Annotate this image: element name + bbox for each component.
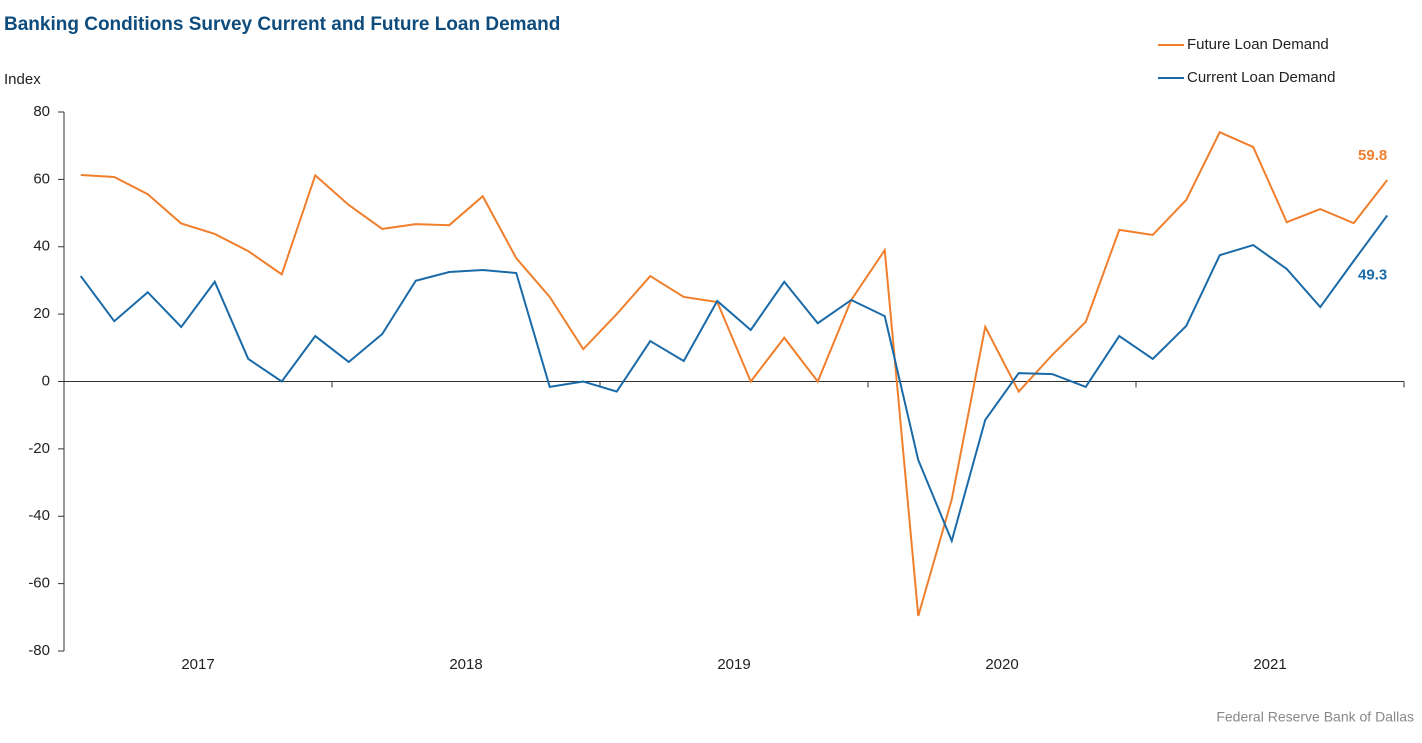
y-tick-label: 20: [33, 305, 50, 322]
source: Federal Reserve Bank of Dallas: [1216, 709, 1414, 725]
x-tick-label: 2018: [449, 656, 482, 673]
series-line: [80, 130, 1389, 617]
y-tick-label: 60: [33, 170, 50, 187]
y-axis-label: Index: [4, 71, 41, 88]
legend-label: Current Loan Demand: [1187, 69, 1335, 86]
y-tick-label: 0: [42, 372, 50, 389]
legend-label: Future Loan Demand: [1187, 36, 1329, 53]
y-tick-label: -40: [28, 507, 50, 524]
x-tick-label: 2020: [985, 656, 1018, 673]
data-label: 49.3: [1358, 266, 1387, 283]
y-tick-label: -60: [28, 575, 50, 592]
series-line: [79, 214, 1389, 544]
y-tick-label: 40: [33, 238, 50, 255]
x-tick-label: 2017: [181, 656, 214, 673]
data-label: 59.8: [1358, 147, 1387, 164]
chart-title: Banking Conditions Survey Current and Fu…: [4, 14, 560, 35]
y-tick-label: 80: [33, 103, 50, 120]
y-tick-label: -80: [28, 642, 50, 659]
y-tick-label: -20: [28, 440, 50, 457]
x-tick-label: 2021: [1253, 656, 1286, 673]
x-tick-label: 2019: [717, 656, 750, 673]
